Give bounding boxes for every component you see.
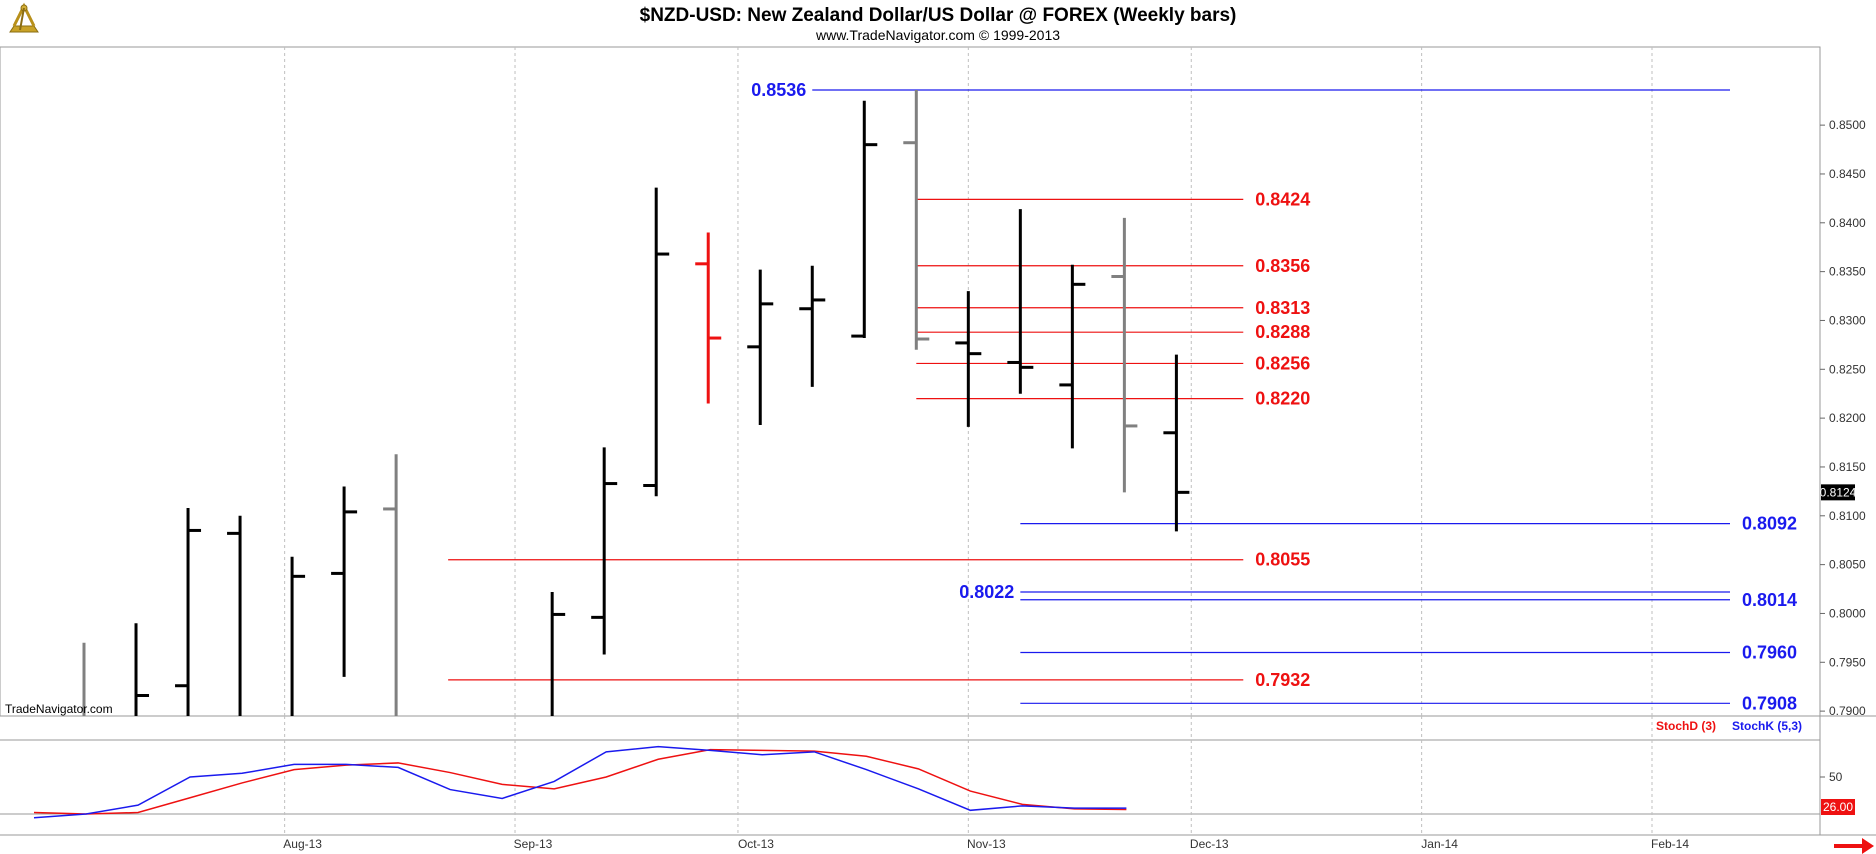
y-tick-label: 0.8100 (1829, 509, 1866, 523)
ohlc-bar (1007, 209, 1034, 394)
level-label-0.8220: 0.8220 (1255, 389, 1310, 409)
x-tick-label: Oct-13 (738, 837, 774, 851)
ohlc-bar (851, 100, 878, 339)
price-panel-frame (0, 46, 1821, 717)
level-label-0.8092: 0.8092 (1742, 514, 1797, 534)
ohlc-bar (799, 265, 826, 387)
price-levels: 0.8536 0.8424 0.8356 0.8313 0.8288 0.8256 0.82… (448, 80, 1797, 713)
y-tick-label: 0.8500 (1829, 118, 1866, 132)
level-label-0.8313: 0.8313 (1255, 298, 1310, 318)
y-tick-label: 0.8250 (1829, 362, 1866, 376)
x-tick-label: Feb-14 (1651, 837, 1689, 851)
ohlc-bar (695, 232, 722, 404)
level-label-0.8014: 0.8014 (1742, 590, 1797, 610)
grid (284, 47, 1653, 835)
sextant-logo-icon (6, 2, 42, 38)
y-tick-label: 0.8200 (1829, 411, 1866, 425)
y-axis-ticks: 0.8500 0.8450 0.8400 0.8350 0.8300 0.8250 0.82… (1820, 118, 1866, 784)
level-label-0.8424: 0.8424 (1255, 189, 1310, 209)
y-tick-label: 0.8150 (1829, 460, 1866, 474)
scroll-right-arrow-icon[interactable] (1834, 838, 1874, 854)
x-axis-ticks: Aug-13 Sep-13 Oct-13 Nov-13 Dec-13 Jan-14 Feb-… (283, 837, 1689, 851)
y-tick-label: 0.8350 (1829, 265, 1866, 279)
y-tick-label: 0.8050 (1829, 558, 1866, 572)
stoch-line-stochk (33, 745, 1127, 819)
level-label-0.7960: 0.7960 (1742, 643, 1797, 663)
ohlc-bar (227, 515, 242, 716)
ohlc-bar (1163, 354, 1190, 532)
y-tick-label: 0.8300 (1829, 313, 1866, 327)
ohlc-bar (134, 623, 150, 716)
ohlc-bar (1059, 264, 1086, 449)
ohlc-bar (903, 89, 930, 350)
price-bars (82, 89, 1190, 716)
y-tick-label: 0.8450 (1829, 167, 1866, 181)
x-tick-label: Nov-13 (967, 837, 1006, 851)
watermark: TradeNavigator.com (5, 702, 113, 716)
x-tick-label: Sep-13 (514, 837, 553, 851)
ohlc-bar (643, 187, 670, 497)
stoch-y-tick-label: 50 (1829, 770, 1843, 784)
level-label-0.7908: 0.7908 (1742, 693, 1797, 713)
legend-stochd: StochD (3) (1656, 719, 1716, 733)
ohlc-bar (383, 454, 398, 716)
legend-stochk: StochK (5,3) (1732, 719, 1802, 733)
chart-subtitle: www.TradeNavigator.com © 1999-2013 (815, 27, 1060, 43)
y-tick-label: 0.7950 (1829, 655, 1866, 669)
ohlc-bar (955, 291, 982, 427)
ohlc-bar (290, 556, 306, 716)
ohlc-bar (550, 591, 566, 716)
ohlc-bar (1111, 217, 1138, 493)
stoch-last-label: 26.00 (1823, 800, 1853, 814)
x-tick-label: Aug-13 (283, 837, 322, 851)
ohlc-bar (175, 507, 202, 716)
y-tick-label: 0.8000 (1829, 606, 1866, 620)
x-tick-label: Jan-14 (1421, 837, 1458, 851)
stochastic-panel (33, 745, 1127, 819)
level-label-0.8022: 0.8022 (959, 582, 1014, 602)
y-tick-label: 0.8400 (1829, 216, 1866, 230)
ohlc-bar (331, 486, 358, 677)
level-label-0.8288: 0.8288 (1255, 322, 1310, 342)
stoch-last-badge (1821, 799, 1855, 815)
level-label-0.8256: 0.8256 (1255, 353, 1310, 373)
level-label-0.7932: 0.7932 (1255, 670, 1310, 690)
level-label-0.8536: 0.8536 (751, 80, 806, 100)
ohlc-bar (591, 447, 618, 655)
y-tick-label: 0.7900 (1829, 704, 1866, 718)
chart-title: $NZD-USD: New Zealand Dollar/US Dollar @… (640, 5, 1237, 26)
level-label-0.8356: 0.8356 (1255, 256, 1310, 276)
level-label-0.8055: 0.8055 (1255, 550, 1310, 570)
x-tick-label: Dec-13 (1190, 837, 1229, 851)
stoch-line-stochd (33, 748, 1127, 815)
last-price-label: 0.8124 (1820, 485, 1857, 499)
last-price-badge (1821, 484, 1855, 501)
ohlc-bar (747, 269, 774, 425)
